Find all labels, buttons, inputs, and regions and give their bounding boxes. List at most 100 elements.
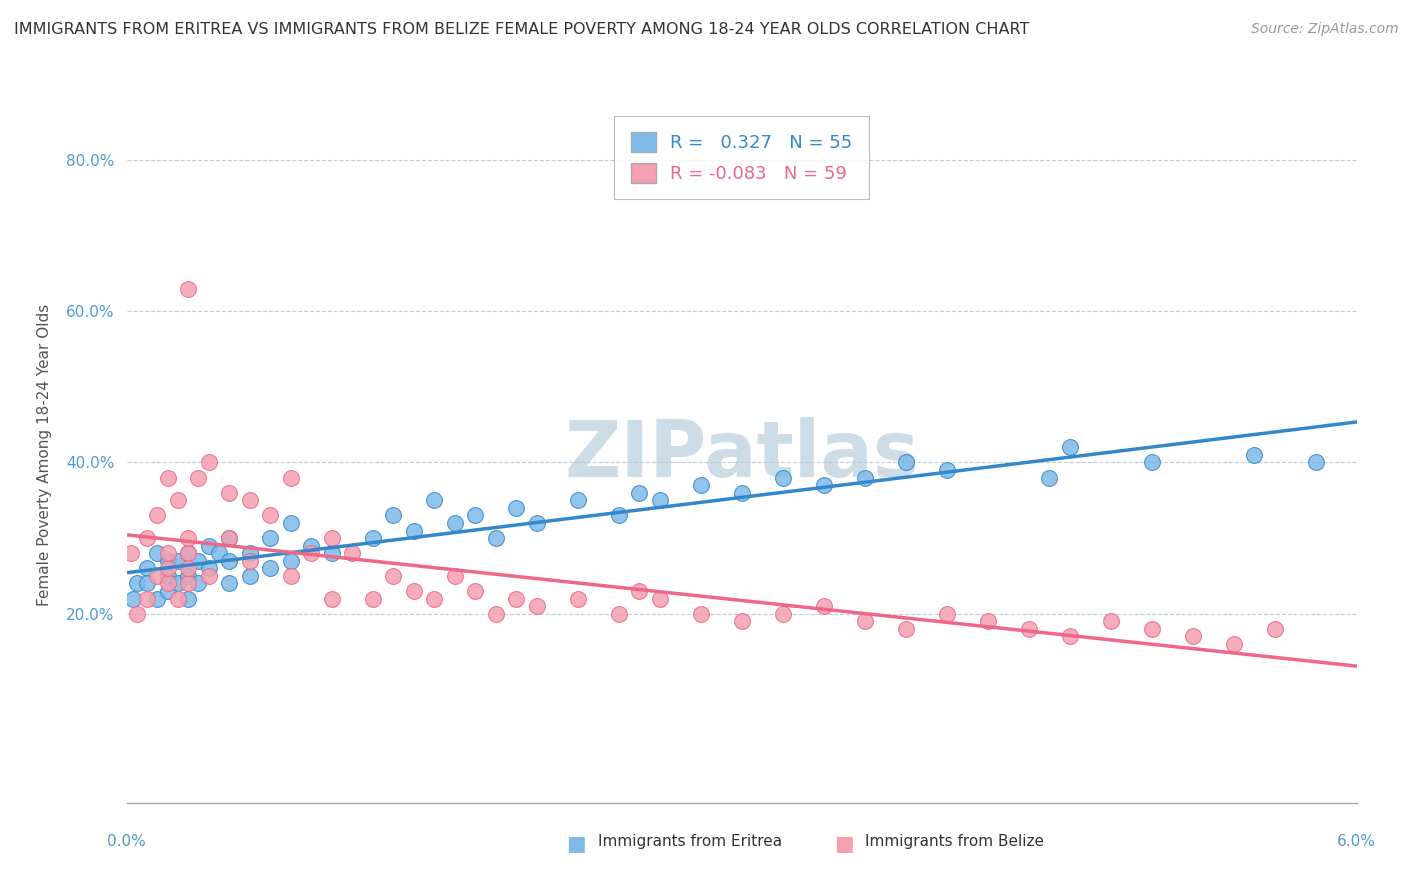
Point	[526, 516, 548, 530]
Point	[177, 591, 200, 606]
Point	[239, 569, 262, 583]
Point	[259, 508, 281, 523]
Point	[156, 576, 179, 591]
Point	[689, 607, 711, 621]
Point	[187, 554, 209, 568]
Point	[340, 546, 363, 560]
Point	[187, 470, 209, 484]
Point	[772, 607, 794, 621]
Point	[853, 615, 876, 629]
Point	[361, 531, 384, 545]
Point	[177, 546, 200, 560]
Point	[772, 470, 794, 484]
Point	[239, 546, 262, 560]
Y-axis label: Female Poverty Among 18-24 Year Olds: Female Poverty Among 18-24 Year Olds	[38, 304, 52, 606]
Point	[382, 508, 405, 523]
Point	[976, 615, 998, 629]
Point	[1264, 622, 1286, 636]
Point	[166, 493, 188, 508]
Point	[321, 546, 343, 560]
Point	[259, 561, 281, 575]
Point	[239, 554, 262, 568]
Point	[125, 576, 148, 591]
Point	[443, 516, 465, 530]
Point	[321, 591, 343, 606]
Point	[218, 531, 240, 545]
Legend: R =   0.327   N = 55, R = -0.083   N = 59: R = 0.327 N = 55, R = -0.083 N = 59	[614, 116, 869, 199]
Point	[136, 576, 159, 591]
Text: ■: ■	[834, 834, 853, 854]
Point	[1059, 629, 1081, 643]
Point	[567, 493, 589, 508]
Point	[197, 561, 219, 575]
Point	[648, 493, 671, 508]
Point	[208, 546, 231, 560]
Point	[239, 493, 262, 508]
Point	[894, 455, 917, 469]
Point	[166, 576, 188, 591]
Text: 6.0%: 6.0%	[1337, 834, 1376, 849]
Point	[484, 607, 508, 621]
Point	[166, 591, 188, 606]
Point	[156, 470, 179, 484]
Point	[628, 485, 651, 500]
Point	[218, 531, 240, 545]
Point	[607, 508, 630, 523]
Point	[166, 554, 188, 568]
Text: ■: ■	[567, 834, 586, 854]
Point	[280, 554, 302, 568]
Point	[935, 607, 957, 621]
Point	[1243, 448, 1265, 462]
Point	[894, 622, 917, 636]
Point	[156, 546, 179, 560]
Point	[1305, 455, 1327, 469]
Point	[120, 546, 142, 560]
Point	[853, 470, 876, 484]
Point	[935, 463, 957, 477]
Point	[1140, 455, 1163, 469]
Point	[280, 516, 302, 530]
Point	[648, 591, 671, 606]
Point	[146, 591, 169, 606]
Point	[299, 546, 322, 560]
Text: IMMIGRANTS FROM ERITREA VS IMMIGRANTS FROM BELIZE FEMALE POVERTY AMONG 18-24 YEA: IMMIGRANTS FROM ERITREA VS IMMIGRANTS FR…	[14, 22, 1029, 37]
Point	[361, 591, 384, 606]
Point	[505, 500, 527, 515]
Point	[197, 569, 219, 583]
Point	[1099, 615, 1122, 629]
Point	[177, 561, 200, 575]
Point	[218, 485, 240, 500]
Point	[177, 546, 200, 560]
Point	[484, 531, 508, 545]
Point	[628, 584, 651, 599]
Point	[423, 591, 446, 606]
Point	[813, 478, 835, 492]
Point	[526, 599, 548, 614]
Point	[125, 607, 148, 621]
Point	[259, 531, 281, 545]
Text: Immigrants from Eritrea: Immigrants from Eritrea	[598, 834, 782, 849]
Point	[1038, 470, 1060, 484]
Point	[218, 554, 240, 568]
Point	[402, 584, 425, 599]
Point	[177, 531, 200, 545]
Text: ZIPatlas: ZIPatlas	[564, 417, 920, 493]
Point	[197, 539, 219, 553]
Point	[177, 569, 200, 583]
Text: Source: ZipAtlas.com: Source: ZipAtlas.com	[1251, 22, 1399, 37]
Point	[382, 569, 405, 583]
Point	[156, 561, 179, 575]
Point	[136, 561, 159, 575]
Point	[1018, 622, 1040, 636]
Point	[731, 485, 754, 500]
Point	[156, 569, 179, 583]
Point	[197, 455, 219, 469]
Point	[156, 554, 179, 568]
Point	[280, 470, 302, 484]
Point	[156, 584, 179, 599]
Point	[1181, 629, 1204, 643]
Point	[731, 615, 754, 629]
Point	[121, 591, 143, 606]
Point	[423, 493, 446, 508]
Point	[464, 584, 486, 599]
